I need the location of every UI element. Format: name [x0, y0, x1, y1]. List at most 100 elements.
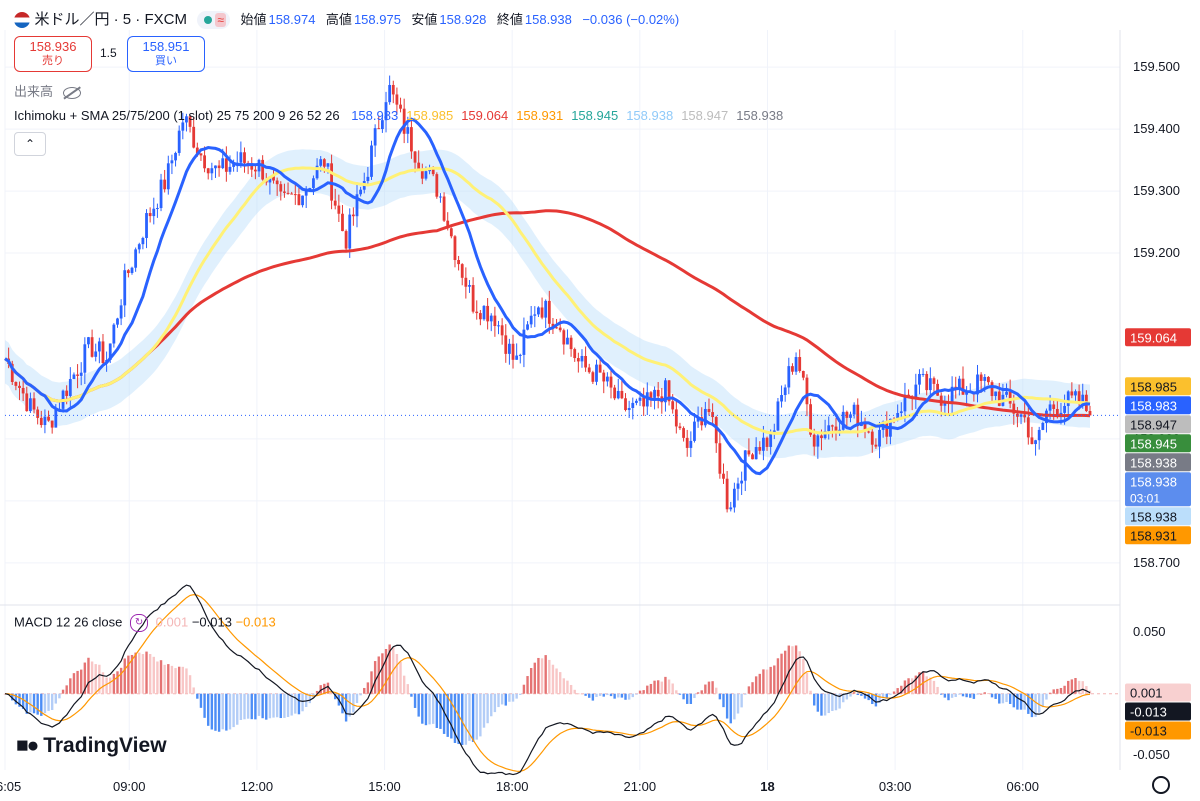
macd-hist-bar	[715, 687, 718, 694]
macd-hist-bar	[707, 681, 711, 694]
macd-hist-bar	[69, 678, 72, 694]
macd-hist-value: 0.001	[155, 614, 189, 630]
candle-body	[1037, 429, 1041, 441]
legend-row: 米ドル／円 · 5 · FXCM ≈ 始値 158.974 高値 158.975 安…	[14, 8, 679, 29]
candle-body	[21, 387, 25, 394]
candle-body	[163, 179, 167, 190]
price-tick-3: 159.200	[1133, 245, 1180, 260]
candle-body	[410, 127, 413, 152]
candle-body	[1008, 391, 1012, 404]
candle-body	[823, 431, 827, 439]
candle-body	[507, 343, 511, 354]
candle-body	[315, 165, 319, 179]
candle-body	[275, 180, 279, 185]
macd-hist-bar	[359, 693, 362, 696]
candle-body	[718, 443, 722, 474]
candle-body	[457, 260, 460, 265]
macd-hist-bar	[221, 693, 224, 730]
candle-body	[943, 401, 947, 406]
macd-hist-bar	[265, 693, 268, 720]
candle-body	[36, 409, 40, 418]
sma-25-line	[4, 117, 1091, 476]
macd-hist-bar	[18, 693, 21, 707]
candle-body	[192, 126, 196, 148]
macd-hist-bar	[885, 693, 888, 699]
candle-body	[137, 244, 141, 250]
macd-hist-bar	[301, 693, 304, 712]
candle-body	[616, 390, 620, 399]
symbol-title[interactable]: 米ドル／円 · 5 · FXCM	[34, 11, 187, 28]
macd-label-bg-2	[1125, 721, 1191, 740]
candle-body	[762, 437, 765, 451]
macd-hist-bar	[461, 693, 464, 746]
macd-hist-bar	[497, 693, 500, 708]
macd-hist-bar	[1048, 692, 1052, 694]
candle-body	[395, 94, 399, 105]
low-value: 158.928	[439, 12, 487, 27]
macd-hist-bar	[334, 693, 337, 700]
candle-body	[609, 376, 613, 388]
macd-hist-bar	[330, 691, 333, 694]
us-flag-icon[interactable]	[14, 11, 30, 28]
macd-hist-bar	[573, 689, 576, 694]
candle-body	[417, 162, 421, 170]
macd-hist-bar	[613, 693, 616, 699]
macd-hist-bar	[243, 693, 246, 720]
price-label-bg-3	[1125, 415, 1191, 434]
candle-body	[435, 174, 439, 197]
macd-hist-bar	[326, 682, 330, 694]
macd-hist-bar	[286, 693, 290, 717]
sell-button[interactable]: 158.936 売り	[14, 36, 92, 72]
macd-label-1: -0.013	[1130, 704, 1167, 719]
macd-signal-line	[4, 594, 1091, 772]
buy-button[interactable]: 158.951 買い	[127, 36, 205, 72]
indicator-legend[interactable]: Ichimoku + SMA 25/75/200 (1 slot) 25 75 …	[14, 108, 783, 123]
macd-hist-bar	[87, 657, 90, 694]
candle-body	[156, 208, 159, 210]
macd-hist-bar	[65, 685, 68, 694]
brand-name: TradingView	[43, 734, 167, 757]
macd-legend[interactable]: MACD 12 26 close ↻ 0.001 −0.013 −0.013	[14, 614, 276, 632]
macd-hist-bar	[617, 693, 620, 698]
candle-body	[555, 327, 558, 329]
ichimoku-cloud	[5, 149, 1090, 459]
candle-body	[319, 159, 323, 166]
candle-body	[464, 277, 468, 287]
macd-hist-bar	[820, 693, 823, 716]
collapse-legend-button[interactable]: ⌃	[14, 132, 46, 156]
macd-name: MACD 12 26 close	[14, 614, 123, 630]
macd-hist-bar	[1059, 687, 1063, 694]
macd-hist-bar	[381, 653, 384, 694]
candle-body	[994, 391, 998, 397]
macd-hist-bar	[348, 693, 351, 717]
macd-hist-bar	[1052, 689, 1055, 694]
candle-body	[134, 249, 138, 268]
macd-hist-bar	[798, 651, 801, 694]
candle-body	[148, 213, 152, 217]
candle-body	[573, 349, 577, 359]
macd-hist-bar	[152, 656, 155, 694]
gear-icon[interactable]	[1152, 776, 1170, 794]
macd-hist-bar	[900, 685, 903, 694]
candle-body	[787, 366, 791, 388]
eye-off-icon[interactable]	[62, 85, 81, 99]
candle-body	[580, 355, 584, 362]
macd-hist-bar	[1074, 678, 1077, 694]
candle-body	[805, 377, 809, 405]
macd-hist-bar	[421, 693, 424, 724]
candle-body	[29, 398, 32, 412]
time-tick-8: 06:00	[1006, 779, 1039, 794]
macd-hist-bar	[1063, 685, 1066, 694]
macd-hist-bar	[1041, 693, 1045, 708]
candle-body	[243, 152, 246, 163]
macd-hist-bar	[203, 693, 206, 718]
tradingview-logo[interactable]: ■● TradingView	[16, 734, 167, 758]
status-toggle[interactable]: ≈	[197, 10, 230, 29]
macd-settings-icon[interactable]: ↻	[130, 614, 149, 632]
macd-hist-bar	[29, 693, 32, 713]
macd-hist-bar	[83, 662, 87, 694]
candle-body	[798, 357, 802, 371]
macd-hist-bar	[105, 677, 108, 694]
macd-hist-bar	[940, 693, 943, 695]
